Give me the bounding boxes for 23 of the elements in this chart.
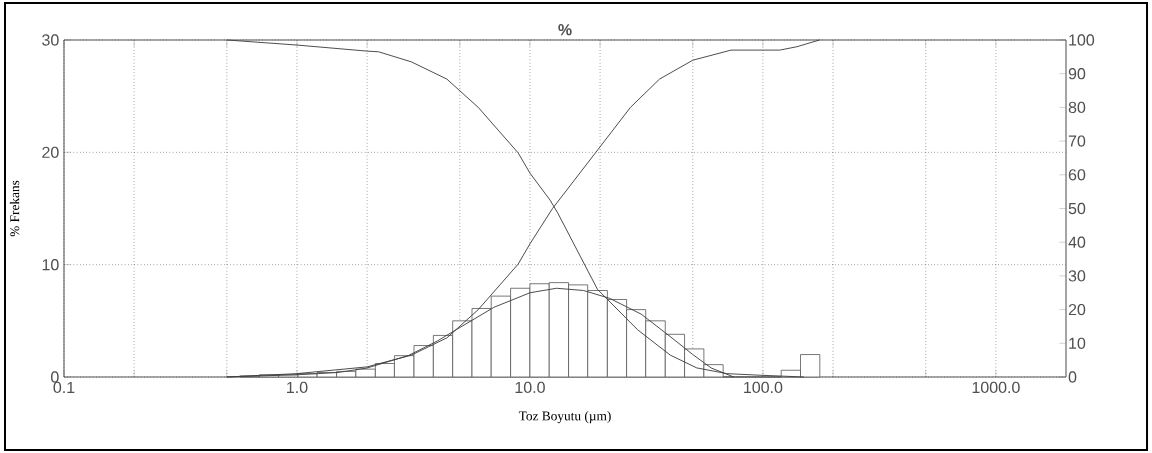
x-tick-label: 1.0 [287, 381, 308, 394]
y2-tick-label: 10 [1069, 337, 1086, 349]
x-tick-label: 100.0 [744, 381, 783, 394]
x-tick-label: 0.1 [53, 381, 75, 394]
y2-tick-label: 0 [1068, 371, 1077, 383]
y2-tick-label: 20 [1068, 303, 1086, 316]
y-axis-title: % Frekans [9, 180, 20, 237]
y2-tick-label: 50 [1068, 202, 1086, 215]
x-axis-title: Toz Boyutu (µm) [518, 411, 611, 424]
y2-tick-label: 30 [1068, 270, 1086, 282]
y-tick-label: 0 [51, 371, 59, 383]
chart-title: % [558, 24, 572, 36]
y2-tick-label: 90 [1068, 68, 1086, 80]
x-tick-label: 1000.0 [972, 381, 1020, 394]
y2-tick-label: 60 [1068, 169, 1086, 181]
y2-tick-label: 40 [1068, 236, 1086, 248]
x-tick-label: 10.0 [515, 381, 545, 394]
y-tick-label: 10 [42, 259, 59, 271]
y2-tick-label: 80 [1068, 101, 1086, 114]
y-tick-label: 20 [42, 146, 59, 158]
y2-tick-label: 70 [1068, 135, 1086, 147]
y2-tick-label: 100 [1069, 34, 1095, 46]
y-tick-label: 30 [42, 34, 59, 46]
